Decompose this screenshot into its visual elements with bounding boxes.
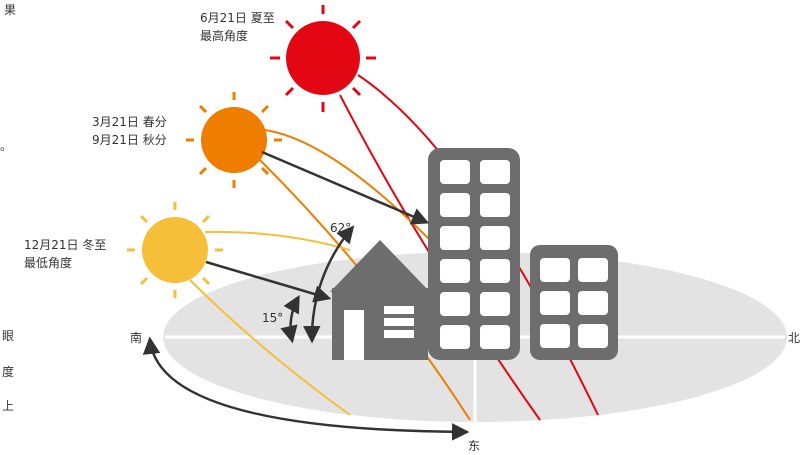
edge-text: 眼	[2, 329, 14, 343]
buildings	[330, 148, 618, 360]
angle-label: 62°	[330, 221, 351, 235]
sun-rays	[142, 150, 470, 441]
edge-text: 果	[4, 3, 16, 17]
angle-label: 15°	[262, 311, 283, 325]
edge-text: 度	[2, 364, 14, 379]
sun-summer	[270, 5, 376, 112]
label: 12月21日 冬至	[24, 237, 106, 252]
sun-winter	[127, 202, 223, 298]
sun-equinox	[186, 92, 282, 188]
label: 9月21日 秋分	[92, 133, 167, 147]
label: 最高角度	[200, 28, 248, 43]
direction: 南	[130, 330, 142, 345]
label: 3月21日 春分	[92, 115, 167, 129]
label: 6月21日 夏至	[200, 11, 275, 25]
direction: 东	[468, 439, 480, 453]
direction: 北	[788, 331, 800, 345]
label: 最低角度	[24, 255, 72, 270]
edge-text: 。	[0, 139, 12, 153]
edge-text: 上	[2, 399, 14, 413]
